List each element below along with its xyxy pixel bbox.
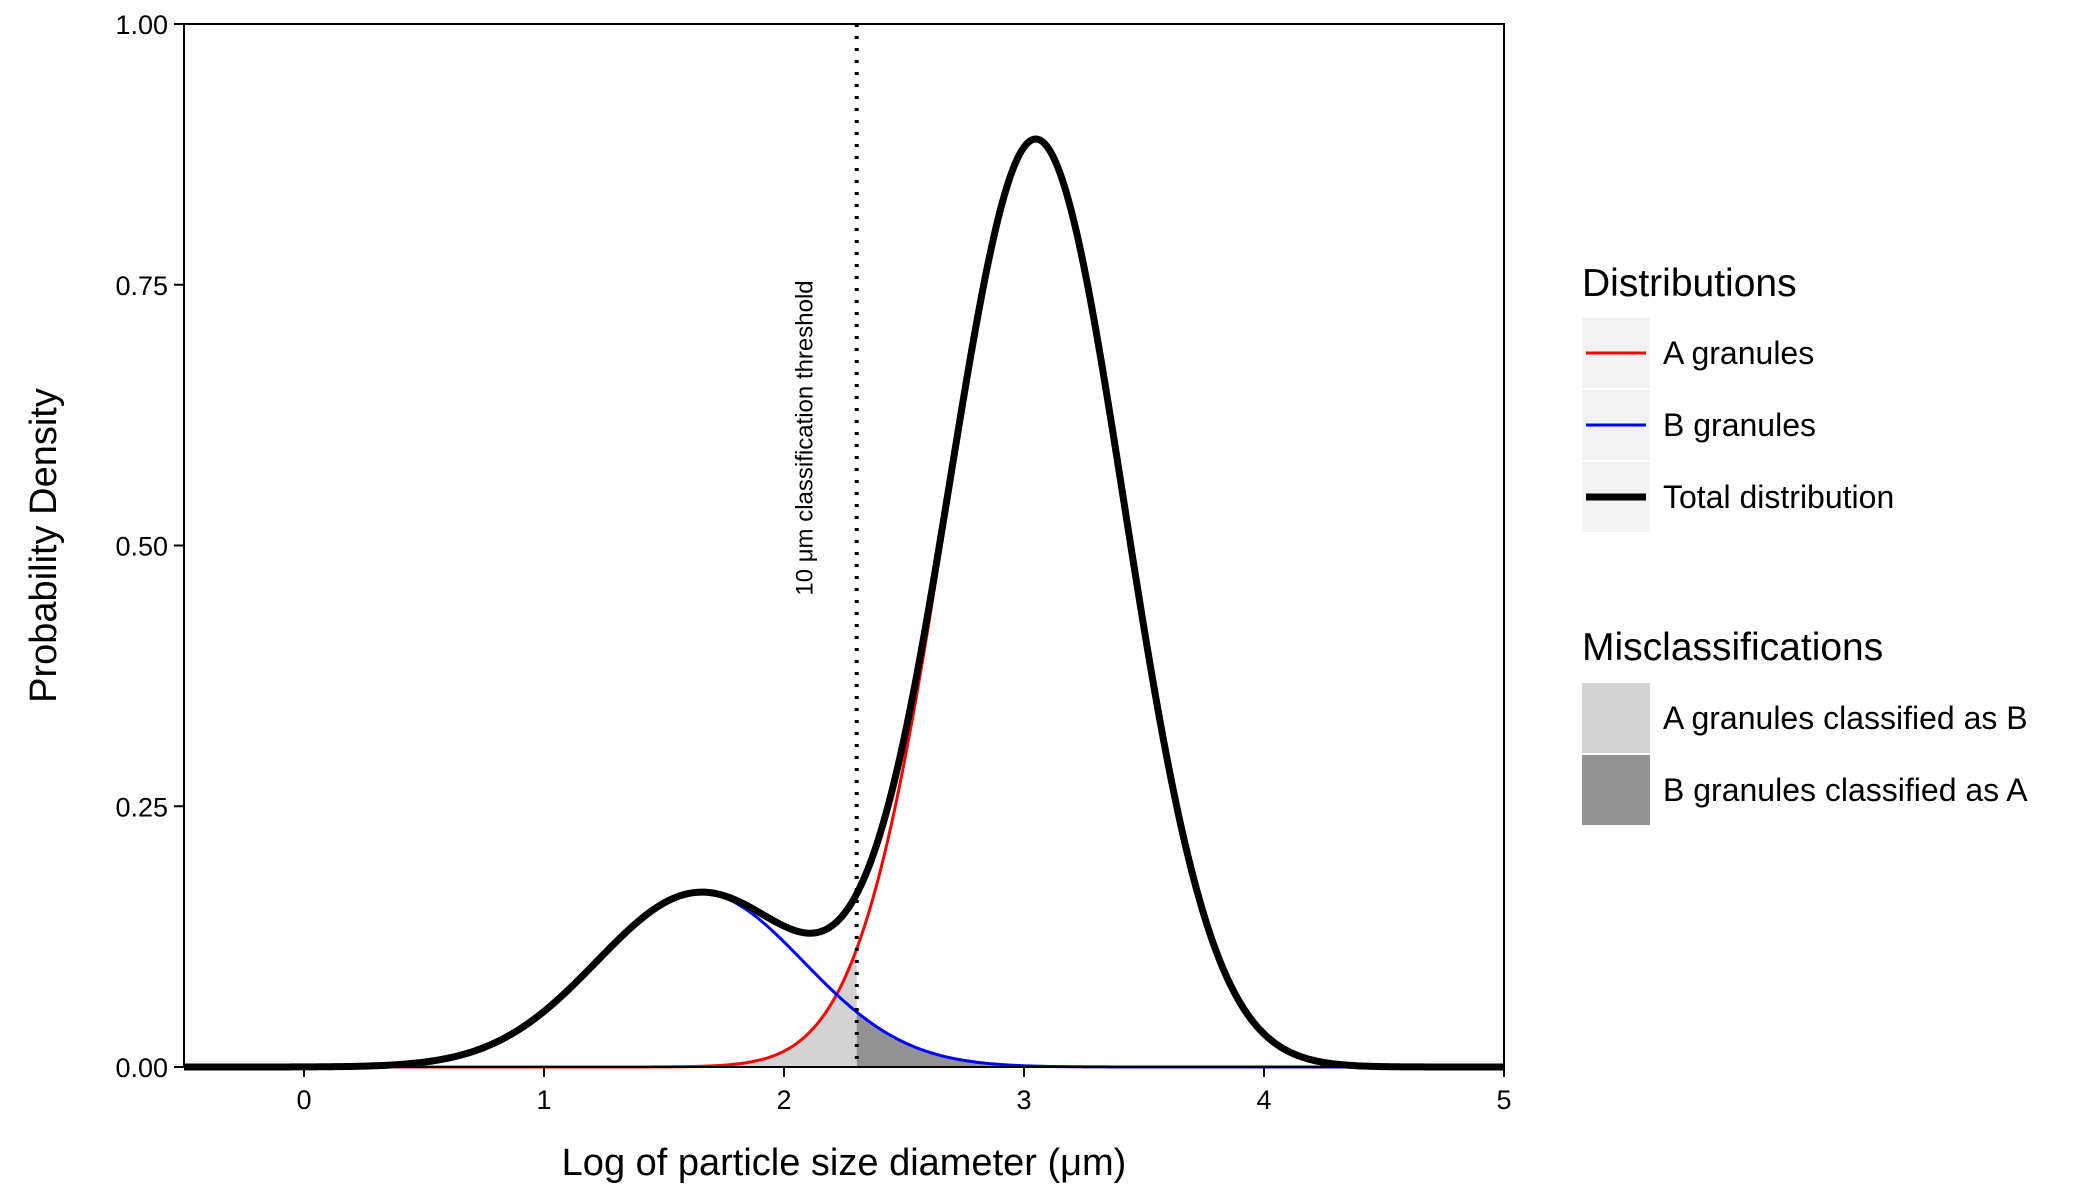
x-tick-label: 2 <box>776 1085 791 1115</box>
legend-label: A granules <box>1663 335 1814 371</box>
shaded-area-2 <box>856 1012 1504 1067</box>
y-axis: 0.00 0.25 0.50 0.75 1.00 <box>115 10 184 1083</box>
legend-misclassifications-items: A granules classified as B B granules cla… <box>1582 683 2028 825</box>
legend-fill-swatch-1 <box>1582 683 1650 753</box>
x-tick-label: 5 <box>1496 1085 1511 1115</box>
x-tick-label: 4 <box>1256 1085 1271 1115</box>
legend-label: B granules <box>1663 407 1816 443</box>
series-line-total <box>183 135 1505 1071</box>
shaded-areas <box>184 948 1504 1067</box>
x-axis: 0 1 2 3 4 5 <box>296 1067 1512 1115</box>
y-tick-label: 0.00 <box>115 1053 168 1083</box>
legend-label: Total distribution <box>1663 479 1894 515</box>
legend-distributions-title: Distributions <box>1582 262 1797 305</box>
legend: Distributions A granules B granules Total … <box>1582 262 2028 825</box>
legend-fill-swatch-2 <box>1582 755 1650 825</box>
y-tick-label: 1.00 <box>115 10 168 40</box>
x-axis-title: Log of particle size diameter (μm) <box>562 1142 1127 1184</box>
y-axis-title: Probability Density <box>23 388 65 703</box>
x-tick-label: 0 <box>296 1085 311 1115</box>
y-tick-label: 0.50 <box>115 532 168 562</box>
threshold-label: 10 μm classification threshold <box>792 280 819 595</box>
legend-label: A granules classified as B <box>1663 700 2028 736</box>
x-tick-label: 1 <box>536 1085 551 1115</box>
y-tick-label: 0.25 <box>115 792 168 822</box>
legend-misclassifications-title: Misclassifications <box>1582 626 1883 669</box>
shaded-area-1 <box>184 948 857 1067</box>
legend-label: B granules classified as A <box>1663 772 2028 808</box>
x-tick-label: 3 <box>1016 1085 1031 1115</box>
y-tick-label: 0.75 <box>115 271 168 301</box>
legend-distributions-items: A granules B granules Total distribution <box>1582 318 1894 532</box>
plot-area: 10 μm classification threshold <box>183 23 1505 1071</box>
